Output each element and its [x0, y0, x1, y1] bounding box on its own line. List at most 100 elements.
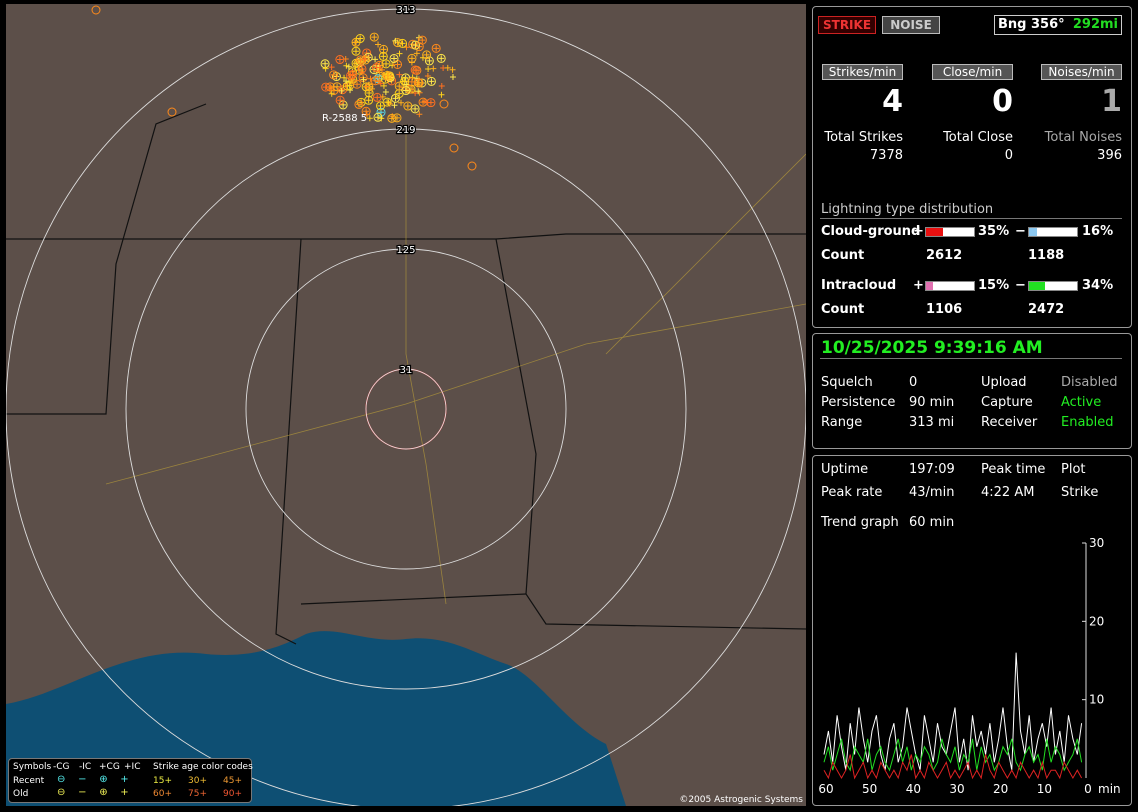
bearing: Bng 356°	[998, 17, 1065, 32]
strike-cross	[349, 71, 356, 78]
legend-age: 30+	[188, 776, 207, 786]
strike-cross	[377, 102, 384, 109]
rate-button[interactable]: Strikes/min	[822, 64, 903, 80]
legend-col: +IC	[124, 762, 141, 772]
strike-ring	[364, 95, 374, 105]
strike-symbol	[371, 63, 381, 73]
x-tick-label: 20	[993, 782, 1008, 796]
strike-cross	[371, 34, 378, 41]
strike-cross	[363, 108, 370, 115]
strike-cross	[373, 64, 380, 71]
strike-symbol	[373, 112, 383, 122]
distribution-name: Intracloud	[821, 278, 897, 293]
noise-button[interactable]: NOISE	[882, 16, 940, 34]
strike-symbol	[335, 55, 345, 65]
trend-line	[823, 652, 1083, 771]
border	[275, 238, 302, 645]
strike-cross	[374, 94, 381, 101]
sign: −	[1015, 224, 1026, 239]
legend-age: 75+	[188, 789, 207, 799]
strike-symbol	[438, 82, 445, 89]
strike-cross	[396, 71, 403, 78]
strike-cross	[374, 114, 381, 121]
rate-value: 1	[1101, 84, 1122, 119]
strike-symbol	[328, 90, 335, 97]
strike-cross	[425, 66, 432, 73]
strike-cross	[382, 88, 389, 95]
strike-ring	[329, 70, 339, 80]
strike-ring	[467, 161, 477, 171]
strike-symbol	[352, 79, 362, 89]
strike-cross	[352, 39, 359, 46]
strike-symbol	[355, 34, 365, 44]
legend-age-title: Strike age color codes	[153, 762, 253, 772]
strike-symbol	[381, 59, 391, 69]
strike-symbol	[368, 85, 375, 92]
strike-cross	[330, 71, 337, 78]
strike-symbol	[366, 115, 373, 122]
strike-cross	[339, 86, 346, 93]
x-axis-label: min	[1098, 782, 1121, 796]
distribution-name: Cloud-ground	[821, 224, 921, 239]
strike-cross	[406, 86, 413, 93]
copyright: ©2005 Astrogenic Systems	[679, 795, 803, 805]
strike-symbol	[394, 81, 404, 91]
strike-button[interactable]: STRIKE	[818, 16, 876, 34]
strike-cross	[334, 83, 341, 90]
rate-button[interactable]: Close/min	[932, 64, 1013, 80]
legend-col: +CG	[99, 762, 120, 772]
strike-ring	[351, 46, 361, 56]
strike-cross	[380, 53, 387, 60]
strike-symbol	[393, 59, 403, 69]
strike-cross	[372, 56, 379, 63]
total-value: 396	[1097, 148, 1122, 163]
strike-symbol	[372, 56, 379, 63]
strike-symbol	[424, 56, 434, 66]
uptime: 197:09	[909, 462, 955, 477]
setting-value[interactable]: Enabled	[1061, 415, 1114, 430]
strike-ring	[384, 72, 394, 82]
legend-col: -IC	[79, 762, 92, 772]
strike-symbol	[378, 115, 385, 122]
strike-ring	[354, 99, 364, 109]
strike-cross	[444, 64, 451, 71]
strike-ring	[346, 71, 356, 81]
range-ring	[245, 248, 567, 570]
setting-value[interactable]: Disabled	[1061, 375, 1118, 390]
strike-symbol	[379, 44, 389, 54]
strike-cross	[396, 90, 403, 97]
border	[6, 103, 207, 415]
strike-ring	[407, 53, 417, 63]
strike-cross	[413, 50, 420, 57]
strike-ring	[436, 53, 446, 63]
strike-symbol	[382, 70, 392, 80]
strike-ring	[320, 59, 330, 69]
strike-symbol	[416, 111, 423, 118]
strike-cross	[378, 115, 385, 122]
strike-symbol	[410, 40, 420, 50]
plot[interactable]: Strike	[1061, 485, 1099, 500]
setting-value[interactable]: Active	[1061, 395, 1102, 410]
distribution-title: Lightning type distribution	[821, 202, 994, 217]
strike-cross	[412, 105, 419, 112]
strike-ring	[91, 5, 101, 15]
strike-symbol	[335, 95, 345, 105]
setting-label: Squelch	[821, 375, 873, 390]
peak-time: 4:22 AM	[981, 485, 1035, 500]
strike-cross	[449, 74, 456, 81]
strike-symbol	[426, 76, 436, 86]
strike-cross	[355, 101, 362, 108]
legend-symbol: ⊖ − ⊕ +	[57, 787, 129, 798]
strike-symbol	[378, 51, 388, 61]
peak-time-label: Peak time	[981, 462, 1046, 477]
strike-cross	[344, 83, 351, 90]
x-tick-label: 10	[1037, 782, 1052, 796]
y-tick-label: 30	[1089, 536, 1104, 550]
pct-track	[925, 281, 975, 291]
strike-symbol	[354, 99, 364, 109]
graph-range: 60 min	[909, 515, 955, 530]
strike-symbol	[396, 50, 403, 57]
rate-button[interactable]: Noises/min	[1041, 64, 1122, 80]
count-value: 2472	[1028, 302, 1065, 317]
strike-cross	[343, 78, 350, 85]
